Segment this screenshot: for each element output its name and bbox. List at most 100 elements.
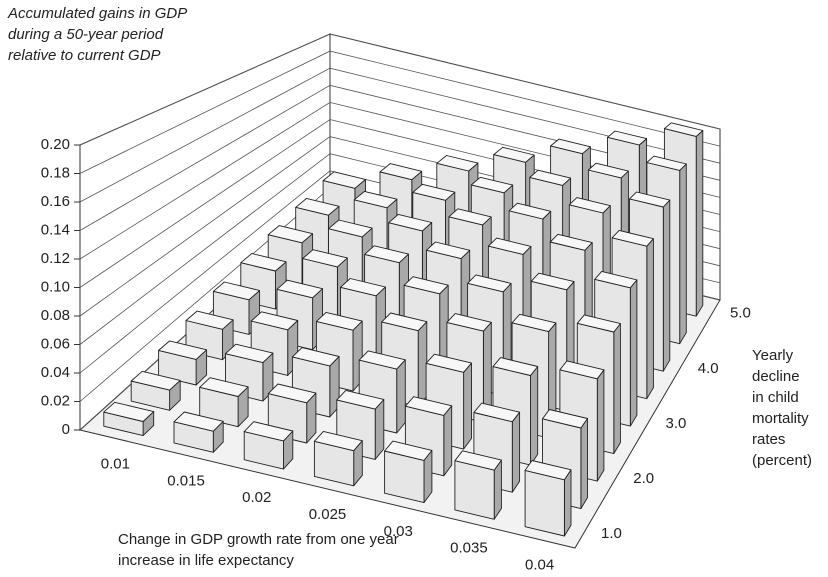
z-tick-label: 5.0 [730,305,751,322]
bar-top [607,130,648,146]
bar-side [417,321,428,408]
bar-top [568,197,611,214]
bar-top [454,450,502,471]
z-tick-label: 1.0 [601,525,622,542]
bar-top [470,176,514,194]
bar-top [313,430,363,452]
bar-top [629,191,671,208]
bar-top [576,314,621,333]
z-tick-label: 3.0 [666,415,687,432]
x-tick-label: 0.015 [167,472,205,489]
bar-top [404,396,453,416]
bar-top [426,241,471,260]
bar-top [250,311,299,331]
bar-side [396,359,406,434]
x-tick-label: 0.03 [384,523,413,540]
z-tick-label: 2.0 [633,470,654,487]
bar-side [511,411,521,493]
bar-top [473,402,521,423]
z-tick-label: 4.0 [698,360,719,377]
y-tick-label: 0.12 [41,250,70,267]
y-tick-label: 0.20 [41,136,70,153]
bar-side [629,279,638,427]
bar-top [663,122,704,137]
bar-top [446,313,492,332]
bar-top [436,155,479,172]
bar-top [388,213,433,232]
y-tick-label: 0 [62,421,70,438]
bar-top [322,171,366,189]
bar-side [463,362,472,450]
bar-top [467,274,512,293]
bar-top [130,370,181,391]
bar-top [508,202,552,220]
bar-top [225,343,274,364]
bar-side [662,199,671,372]
bar-top [594,270,638,289]
y-axis-title: relative to current GDP [8,47,161,64]
x-tick-label: 0.02 [242,489,271,506]
bar-side [443,405,453,477]
bar-top [185,310,234,330]
bar-top [529,169,572,186]
y-tick-label: 0.16 [41,193,70,210]
bar-top [542,409,588,429]
bar-top [267,225,314,244]
bar-top [493,146,535,163]
bar-top [243,421,294,442]
y-tick-label: 0.06 [41,335,70,352]
bar-top [340,278,386,297]
bar-top [511,313,557,333]
bar-top [212,281,261,301]
x-axis-title: Change in GDP growth rate from one year [118,531,399,548]
bar-top [381,312,428,332]
z-axis-title: (percent) [752,452,812,469]
bar-top [524,460,572,481]
grid-line [79,67,721,203]
bar-side [374,399,385,460]
bar-top [302,249,348,268]
z-axis-title: rates [752,431,785,448]
bar-top [315,311,363,331]
bar-top [549,233,593,251]
bar-top [379,163,423,181]
bar-top [358,350,406,370]
bar-side [580,418,588,510]
y-tick-label: 0.04 [41,364,70,381]
bar-top [487,237,532,255]
bar-top [328,219,373,238]
bar-side [530,366,539,466]
bar-side [613,323,621,455]
bar-side [596,369,605,482]
x-tick-label: 0.025 [309,506,347,523]
bar-top [364,245,409,264]
bar-top [353,190,398,209]
bar-top [173,411,224,432]
y-tick-label: 0.02 [41,392,70,409]
z-axis-title: Yearly [752,347,794,364]
x-tick-label: 0.04 [525,557,554,574]
y-axis-title: during a 50-year period [8,26,164,43]
y-tick-label: 0.08 [41,307,70,324]
x-axis-title: increase in life expectancy [118,552,294,569]
bar-top [336,389,385,410]
bar-side [563,469,572,537]
grid-line [79,33,721,146]
bar-front [524,469,565,537]
bar-top [403,276,449,295]
y-tick-label: 0.10 [41,278,70,295]
bar-top [295,197,340,216]
bar-top [530,272,575,291]
bar-top [103,401,155,422]
bar-top [425,353,472,373]
bar-top [384,440,433,461]
bar-side [646,238,654,400]
bar-top [267,383,317,404]
y-tick-label: 0.14 [41,221,70,238]
bar-side [695,130,704,317]
bar-top [448,208,492,226]
bar-top [240,253,287,272]
bar-top [559,360,605,380]
bar-front [454,460,495,520]
